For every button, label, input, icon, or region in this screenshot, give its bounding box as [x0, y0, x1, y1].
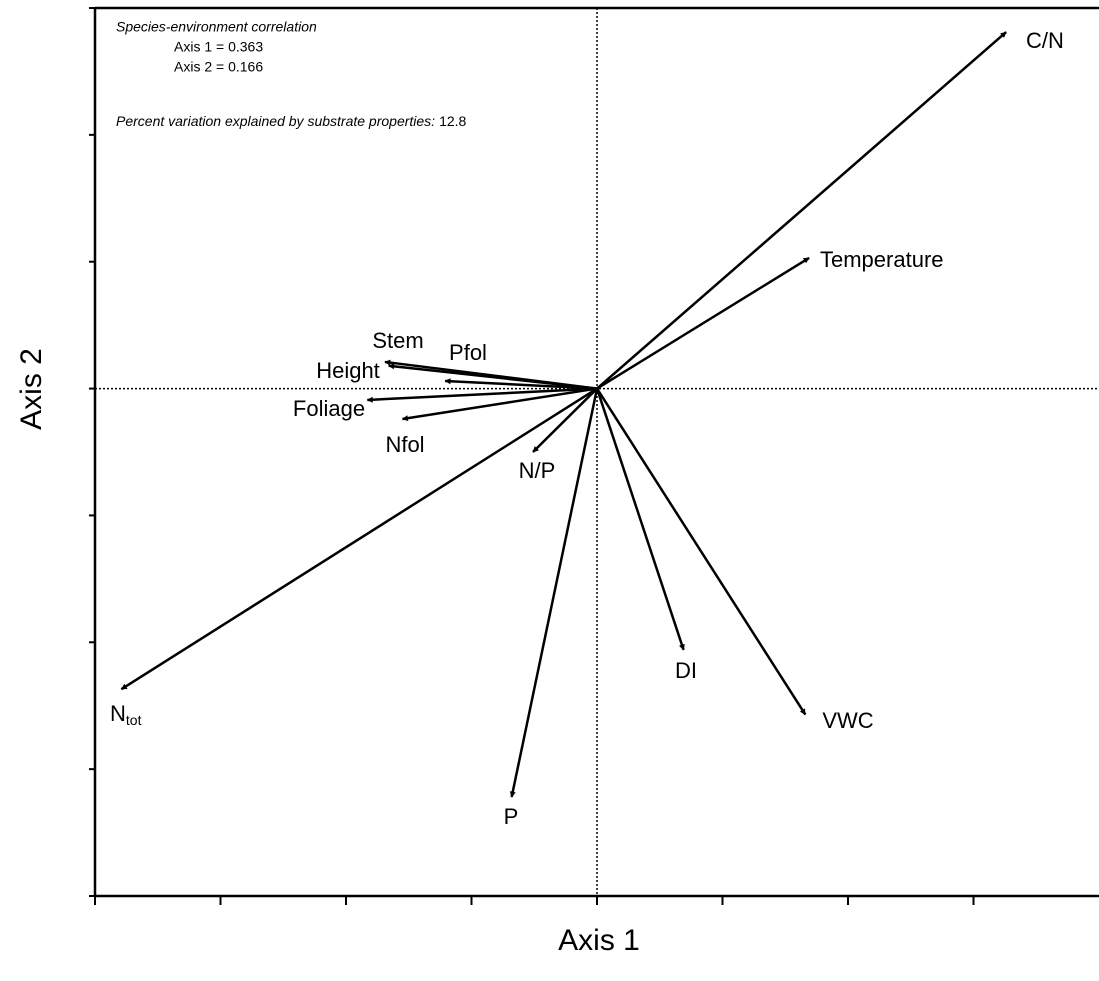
- vector-arrow: [532, 387, 598, 453]
- vector-label: P: [504, 804, 519, 829]
- vector-arrow: [366, 387, 598, 403]
- vector-label-text: P: [504, 804, 519, 829]
- vector-label: DI: [675, 658, 697, 683]
- vector-label-text: Stem: [372, 328, 423, 353]
- vector-label: N/P: [519, 458, 556, 483]
- vector-label-text: Pfol: [449, 340, 487, 365]
- vector-label-text: DI: [675, 658, 697, 683]
- vector-arrow: [595, 387, 807, 716]
- vector-arrow: [401, 387, 598, 422]
- vector-label-text: C/N: [1026, 28, 1064, 53]
- x-axis-title: Axis 1: [558, 924, 640, 957]
- vector-label-text: N: [110, 701, 126, 726]
- vector-label: Height: [316, 358, 380, 383]
- vector-arrow: [596, 256, 810, 390]
- vector-label: Foliage: [293, 396, 365, 421]
- vector-arrow: [444, 378, 598, 390]
- vector-label: Pfol: [449, 340, 487, 365]
- annotation-value: 12.8: [439, 113, 466, 129]
- annotation: Axis 1 = 0.363: [174, 39, 263, 55]
- vector-arrow: [596, 31, 1007, 390]
- vector-label: VWC: [822, 708, 873, 733]
- vector-label-text: Height: [316, 358, 380, 383]
- vector-label-text: VWC: [822, 708, 873, 733]
- vector-label: Stem: [372, 328, 423, 353]
- y-axis-title: Axis 2: [15, 348, 48, 430]
- vector-label-subscript: tot: [126, 712, 142, 728]
- vector-label-text: Nfol: [385, 432, 424, 457]
- annotation: Axis 2 = 0.166: [174, 59, 263, 75]
- vector-label: C/N: [1026, 28, 1064, 53]
- vector-label-text: N/P: [519, 458, 556, 483]
- vector-label-text: Foliage: [293, 396, 365, 421]
- annotation: Percent variation explained by substrate…: [116, 113, 467, 129]
- annotation-text: Percent variation explained by substrate…: [116, 113, 435, 129]
- vector-arrow: [120, 387, 598, 691]
- vector-arrow: [509, 388, 599, 798]
- annotation: Species-environment correlation: [116, 19, 317, 35]
- vector-label-text: Temperature: [820, 247, 944, 272]
- vector-label: Nfol: [385, 432, 424, 457]
- vector-label: Ntot: [110, 701, 142, 728]
- vector-label: Temperature: [820, 247, 944, 272]
- vector-arrow: [595, 388, 685, 651]
- vector-arrow: [388, 363, 598, 390]
